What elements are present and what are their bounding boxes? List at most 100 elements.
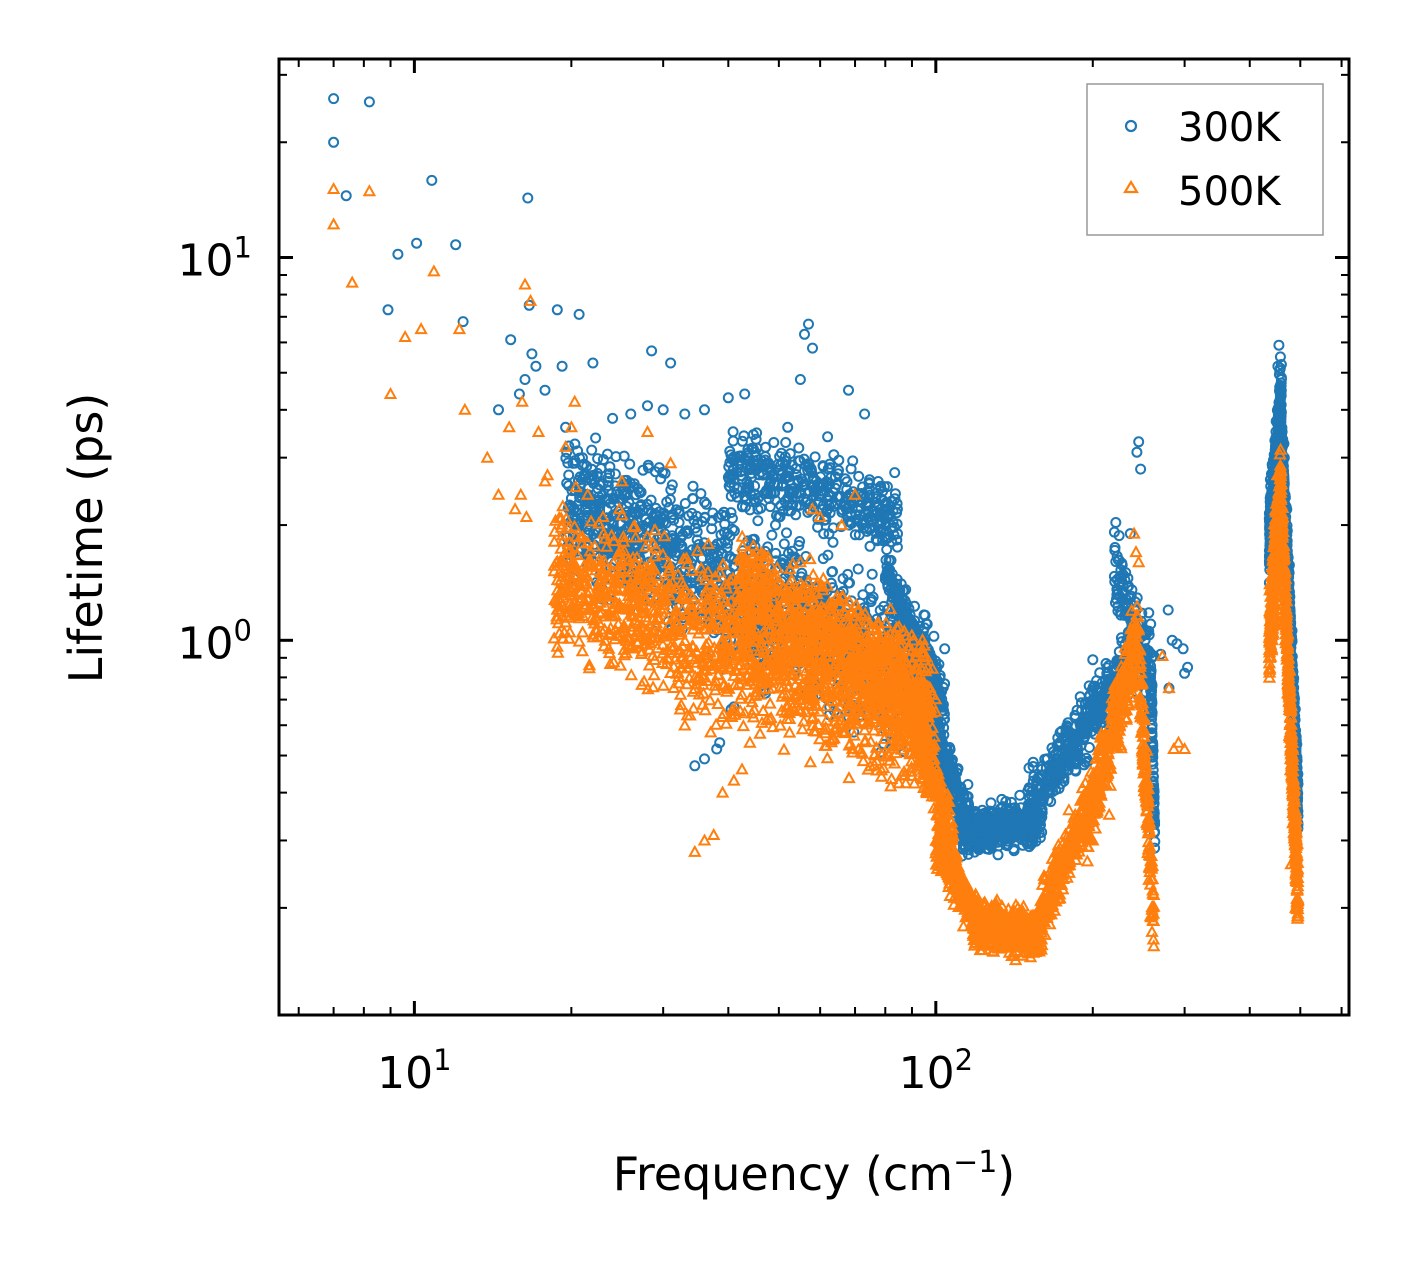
300k-point [658, 507, 670, 519]
300k-point [903, 616, 915, 628]
300k-point [956, 796, 968, 808]
300k-point [928, 630, 940, 642]
500k-point [819, 699, 834, 712]
500k-point [582, 658, 597, 671]
300k-point [587, 357, 599, 369]
500k-point [569, 480, 583, 493]
300k-point [1025, 814, 1037, 826]
500k-point [904, 754, 919, 767]
300k-point [849, 529, 861, 541]
300k-point [802, 464, 814, 476]
300k-point [666, 479, 678, 491]
300k-point [1272, 360, 1284, 372]
300k-point [727, 426, 739, 438]
300k-point [815, 471, 826, 483]
500k-point [713, 565, 727, 578]
300k-point [530, 360, 542, 372]
300k-point [627, 506, 638, 518]
300k-point [852, 563, 864, 575]
300k-point [726, 512, 738, 524]
300k-point [720, 510, 731, 522]
300k-point [586, 444, 598, 456]
300k-point [881, 544, 893, 556]
300k-point [594, 479, 605, 491]
300k-point [821, 505, 833, 517]
300k-point [665, 357, 677, 369]
300k-point [770, 547, 782, 559]
500k-point [572, 634, 586, 647]
300k-point [824, 458, 836, 470]
300k-point [1113, 554, 1125, 566]
300k-point [691, 518, 703, 530]
300k-point [1045, 780, 1057, 792]
300k-point [728, 468, 740, 480]
300k-point [802, 458, 814, 470]
300k-point [505, 334, 517, 346]
300k-point [1024, 800, 1036, 812]
500k-point [646, 680, 660, 693]
300k-point [679, 408, 691, 420]
300k-point [794, 499, 806, 511]
300k-point [936, 737, 948, 749]
500k-point [842, 771, 856, 784]
500k-point [690, 543, 705, 556]
500k-point [624, 668, 638, 681]
300k-point [1031, 794, 1042, 806]
300k-point [590, 432, 602, 444]
500k-point [723, 660, 737, 673]
300k-point [363, 96, 375, 108]
300k-point [1110, 517, 1122, 528]
300k-point [1071, 749, 1082, 761]
300k-point [1022, 785, 1034, 797]
300k-point [1133, 436, 1145, 448]
500k-point [709, 717, 723, 730]
300k-point [642, 400, 653, 412]
300k-point [765, 487, 777, 499]
300k-point [853, 470, 865, 482]
300k-point [870, 496, 882, 508]
300k-point [736, 435, 748, 447]
300k-point [1275, 386, 1287, 398]
300k-point [763, 493, 775, 505]
300k-point [833, 454, 845, 466]
300k-point [1023, 762, 1035, 774]
300k-point [994, 807, 1006, 819]
300k-point [1022, 799, 1034, 810]
300k-point [569, 438, 581, 450]
500k-point [556, 499, 570, 512]
300k-point [947, 761, 959, 773]
300k-point [645, 494, 657, 506]
300k-point [768, 437, 780, 448]
300k-point [592, 453, 604, 465]
300k-point [457, 316, 469, 328]
500k-point [597, 639, 611, 652]
300k-point [980, 813, 992, 825]
300k-point [679, 498, 691, 509]
300k-point [757, 469, 769, 481]
500k-point [773, 718, 787, 731]
300k-point [1070, 765, 1082, 777]
300k-point [776, 480, 788, 492]
300k-point [609, 468, 621, 480]
300k-point [762, 457, 774, 469]
300k-point [1081, 727, 1093, 739]
300k-point [581, 460, 593, 472]
300k-point [1116, 557, 1128, 569]
300k-point [792, 476, 804, 488]
300k-point [522, 192, 534, 204]
300k-point [1162, 604, 1174, 616]
300k-point [1083, 742, 1095, 753]
300k-point [882, 531, 894, 543]
300k-point [746, 538, 758, 550]
300k-point [567, 457, 579, 469]
300k-point [864, 540, 876, 552]
300k-point [1116, 593, 1128, 605]
500k-point [738, 706, 752, 719]
300k-point [699, 404, 710, 416]
300k-point [874, 524, 886, 536]
300k-point [846, 517, 858, 529]
300k-point [539, 384, 551, 396]
300k-point [634, 487, 646, 499]
300k-point [1090, 700, 1102, 712]
300k-point [999, 830, 1010, 842]
